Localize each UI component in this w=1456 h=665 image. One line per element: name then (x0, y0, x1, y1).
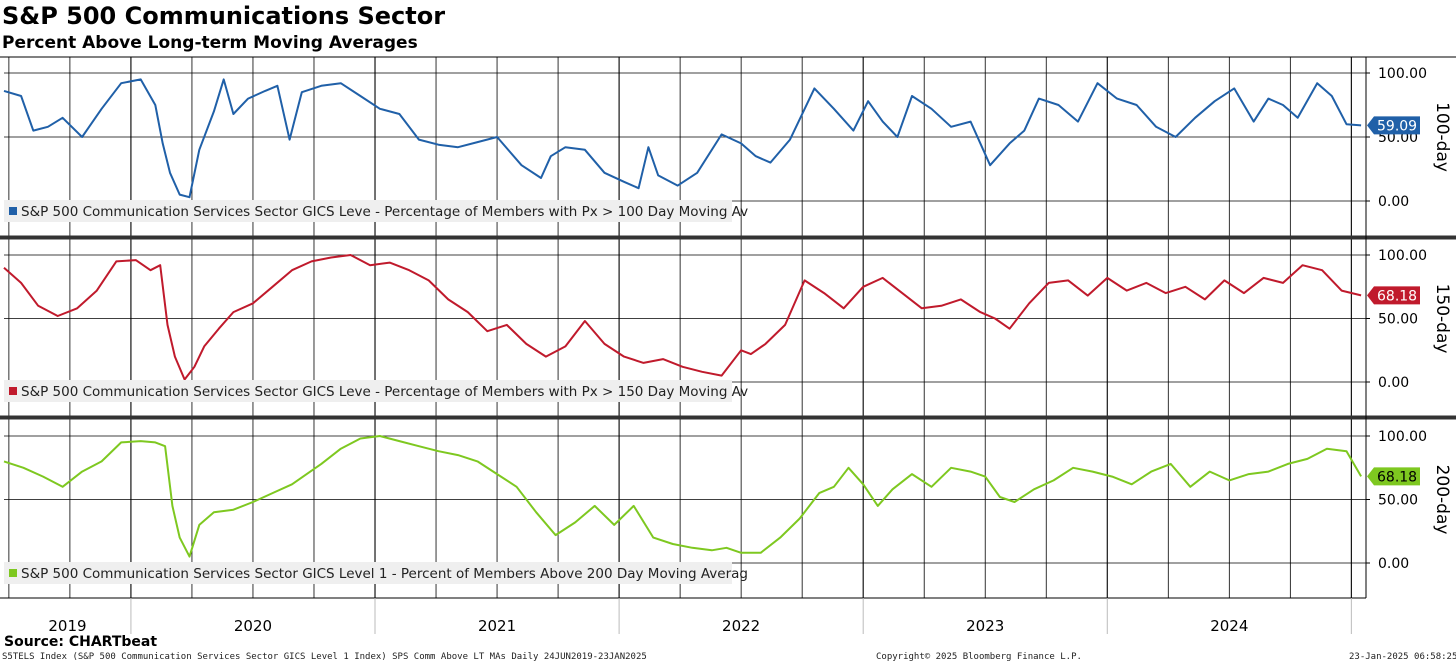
x-tick-label: 2023 (966, 617, 1004, 635)
panel-separator (0, 235, 1456, 240)
footer-timestamp: 23-Jan-2025 06:58:25 (1349, 652, 1456, 662)
y-tick-label: 0.00 (1378, 375, 1409, 391)
y-tick-label: 50.00 (1378, 312, 1418, 328)
last-value-tag (1367, 286, 1420, 305)
x-tick-label: 2021 (478, 617, 516, 635)
y-tick-label: 50.00 (1378, 493, 1418, 509)
series-line-150day (3, 254, 1362, 381)
y-tick-label: 100.00 (1378, 429, 1427, 445)
y-tick-label: 0.00 (1378, 556, 1409, 572)
grid-layer (0, 56, 1456, 598)
x-tick-label: 2020 (234, 617, 272, 635)
x-axis: 2019 2020 2021 2022 2023 2024 (0, 597, 1366, 635)
axis-label-200day: 200-day (1432, 465, 1452, 535)
series-line-100day (3, 78, 1362, 199)
legend-swatch (9, 387, 17, 395)
legend-text: S&P 500 Communication Services Sector GI… (21, 384, 748, 400)
x-tick-label: 2022 (722, 617, 760, 635)
last-value-label: 68.18 (1377, 469, 1417, 485)
panel-200day: 100.00 50.00 0.00 68.18 200-day S&P 500 Commu… (3, 429, 1452, 584)
x-tick-label: 2024 (1210, 617, 1248, 635)
panel-150day: 100.00 50.00 0.00 68.18 150-day S&P 500 Commu… (3, 248, 1452, 402)
source-note: Source: CHARTbeat (4, 634, 158, 650)
legend-swatch (9, 569, 17, 577)
last-value-label: 68.18 (1377, 288, 1417, 304)
legend-box (4, 200, 732, 222)
legend-box (4, 380, 732, 402)
last-value-tag (1367, 467, 1420, 486)
y-tick-label: 0.00 (1378, 194, 1409, 210)
y-tick-label: 100.00 (1378, 66, 1427, 82)
chart-subtitle: Percent Above Long-term Moving Averages (2, 33, 418, 53)
last-value-label: 59.09 (1377, 118, 1417, 134)
chart-title: S&P 500 Communications Sector (2, 2, 446, 30)
legend-box (4, 562, 732, 584)
axis-label-150day: 150-day (1432, 284, 1452, 354)
legend-swatch (9, 207, 17, 215)
y-tick-label: 100.00 (1378, 248, 1427, 264)
x-tick-label: 2019 (48, 617, 86, 635)
footer-series-info: S5TELS Index (S&P 500 Communication Serv… (2, 652, 647, 662)
axis-label-100day: 100-day (1432, 102, 1452, 172)
legend-text: S&P 500 Communication Services Sector GI… (21, 204, 748, 220)
panel-separator (0, 415, 1456, 420)
legend-text: S&P 500 Communication Services Sector GI… (21, 566, 748, 582)
series-line-200day (3, 435, 1362, 558)
footer-copyright: Copyright© 2025 Bloomberg Finance L.P. (876, 652, 1082, 662)
last-value-tag (1367, 116, 1420, 135)
